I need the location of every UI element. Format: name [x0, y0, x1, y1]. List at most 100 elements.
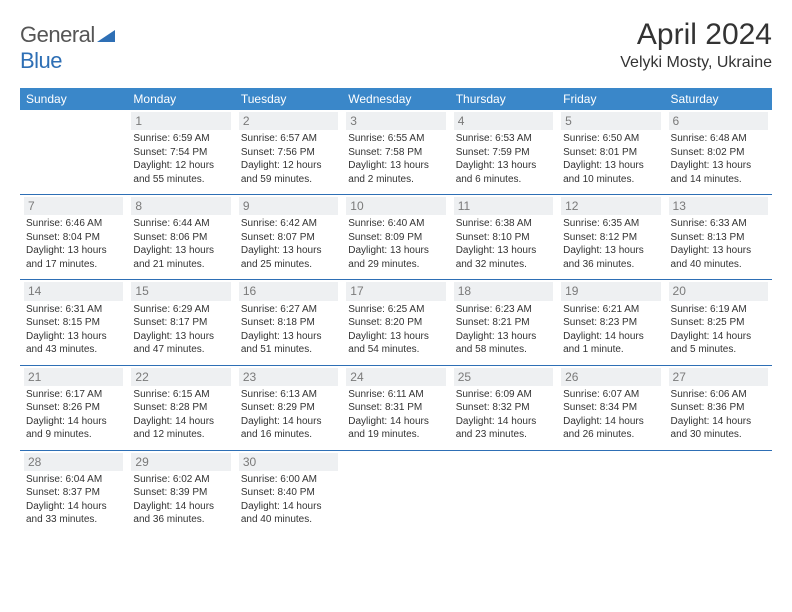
calendar-cell: 13 Sunrise: 6:33 AMSunset: 8:13 PMDayligh… [665, 195, 772, 280]
day-number: 1 [131, 112, 230, 130]
calendar-cell: 11Sunrise: 6:38 AMSunset: 8:10 PMDayligh… [450, 195, 557, 280]
day-details: Sunrise: 6:53 AMSunset: 7:59 PMDaylight:… [454, 132, 553, 186]
month-title: April 2024 [620, 18, 772, 52]
day-number: 22 [131, 368, 230, 386]
day-details: Sunrise: 6:48 AMSunset: 8:02 PMDaylight:… [669, 132, 768, 186]
calendar-cell: 26 Sunrise: 6:07 AMSunset: 8:34 PMDayligh… [557, 365, 664, 450]
logo: General Blue [20, 22, 115, 74]
day-details: Sunrise: 6:21 AMSunset: 8:23 PMDaylight:… [561, 303, 660, 357]
day-number: 26 [561, 368, 660, 386]
calendar-cell: 20Sunrise: 6:19 AMSunset: 8:25 PMDayligh… [665, 280, 772, 365]
day-details: Sunrise: 6:59 AMSunset: 7:54 PMDaylight:… [131, 132, 230, 186]
day-number: 17 [346, 282, 445, 300]
day-details: Sunrise: 6:42 AMSunset: 8:07 PMDaylight:… [239, 217, 338, 271]
calendar-cell: 16 Sunrise: 6:27 AMSunset: 8:18 PMDayligh… [235, 280, 342, 365]
day-details: Sunrise: 6:55 AMSunset: 7:58 PMDaylight:… [346, 132, 445, 186]
calendar-cell [557, 450, 664, 535]
day-details: Sunrise: 6:23 AMSunset: 8:21 PMDaylight:… [454, 303, 553, 357]
calendar-cell: 1 Sunrise: 6:59 AMSunset: 7:54 PMDaylight… [127, 110, 234, 195]
calendar-head: SundayMondayTuesdayWednesdayThursdayFrid… [20, 88, 772, 110]
day-header: Thursday [450, 88, 557, 110]
calendar-cell: 19 Sunrise: 6:21 AMSunset: 8:23 PMDayligh… [557, 280, 664, 365]
day-details: Sunrise: 6:25 AMSunset: 8:20 PMDaylight:… [346, 303, 445, 357]
day-details: Sunrise: 6:11 AMSunset: 8:31 PMDaylight:… [346, 388, 445, 442]
calendar-week: 21 Sunrise: 6:17 AMSunset: 8:26 PMDayligh… [20, 365, 772, 450]
calendar-week: 28 Sunrise: 6:04 AMSunset: 8:37 PMDayligh… [20, 450, 772, 535]
day-details: Sunrise: 6:04 AMSunset: 8:37 PMDaylight:… [24, 473, 123, 527]
calendar-cell: 14 Sunrise: 6:31 AMSunset: 8:15 PMDayligh… [20, 280, 127, 365]
calendar-cell: 4 Sunrise: 6:53 AMSunset: 7:59 PMDaylight… [450, 110, 557, 195]
day-number: 30 [239, 453, 338, 471]
day-details: Sunrise: 6:35 AMSunset: 8:12 PMDaylight:… [561, 217, 660, 271]
day-details: Sunrise: 6:31 AMSunset: 8:15 PMDaylight:… [24, 303, 123, 357]
day-header: Wednesday [342, 88, 449, 110]
day-details: Sunrise: 6:40 AMSunset: 8:09 PMDaylight:… [346, 217, 445, 271]
logo-text: General Blue [20, 22, 115, 74]
day-details: Sunrise: 6:15 AMSunset: 8:28 PMDaylight:… [131, 388, 230, 442]
day-number: 19 [561, 282, 660, 300]
calendar-cell: 2Sunrise: 6:57 AMSunset: 7:56 PMDaylight… [235, 110, 342, 195]
day-number: 27 [669, 368, 768, 386]
day-number: 4 [454, 112, 553, 130]
day-number: 28 [24, 453, 123, 471]
day-number: 13 [669, 197, 768, 215]
day-details: Sunrise: 6:46 AMSunset: 8:04 PMDaylight:… [24, 217, 123, 271]
calendar-cell: 27 Sunrise: 6:06 AMSunset: 8:36 PMDayligh… [665, 365, 772, 450]
calendar-cell: 29Sunrise: 6:02 AMSunset: 8:39 PMDayligh… [127, 450, 234, 535]
calendar-cell [665, 450, 772, 535]
day-header: Sunday [20, 88, 127, 110]
calendar-cell [450, 450, 557, 535]
calendar-cell: 18Sunrise: 6:23 AMSunset: 8:21 PMDayligh… [450, 280, 557, 365]
day-details: Sunrise: 6:00 AMSunset: 8:40 PMDaylight:… [239, 473, 338, 527]
calendar-week: 1 Sunrise: 6:59 AMSunset: 7:54 PMDaylight… [20, 110, 772, 195]
day-number: 16 [239, 282, 338, 300]
calendar-cell: 24 Sunrise: 6:11 AMSunset: 8:31 PMDayligh… [342, 365, 449, 450]
calendar-cell: 10 Sunrise: 6:40 AMSunset: 8:09 PMDayligh… [342, 195, 449, 280]
logo-word-1: General [20, 22, 95, 47]
logo-triangle-icon [97, 22, 115, 48]
calendar-cell: 21 Sunrise: 6:17 AMSunset: 8:26 PMDayligh… [20, 365, 127, 450]
calendar-cell: 3 Sunrise: 6:55 AMSunset: 7:58 PMDaylight… [342, 110, 449, 195]
day-number: 9 [239, 197, 338, 215]
day-details: Sunrise: 6:17 AMSunset: 8:26 PMDaylight:… [24, 388, 123, 442]
day-details: Sunrise: 6:33 AMSunset: 8:13 PMDaylight:… [669, 217, 768, 271]
calendar-cell: 9 Sunrise: 6:42 AMSunset: 8:07 PMDaylight… [235, 195, 342, 280]
day-number: 5 [561, 112, 660, 130]
calendar-body: 1 Sunrise: 6:59 AMSunset: 7:54 PMDaylight… [20, 110, 772, 535]
day-details: Sunrise: 6:07 AMSunset: 8:34 PMDaylight:… [561, 388, 660, 442]
day-number: 15 [131, 282, 230, 300]
location: Velyki Mosty, Ukraine [620, 54, 772, 72]
calendar-cell: 6Sunrise: 6:48 AMSunset: 8:02 PMDaylight… [665, 110, 772, 195]
day-number: 29 [131, 453, 230, 471]
title-block: April 2024 Velyki Mosty, Ukraine [620, 18, 772, 72]
calendar-cell: 15Sunrise: 6:29 AMSunset: 8:17 PMDayligh… [127, 280, 234, 365]
calendar-cell: 28 Sunrise: 6:04 AMSunset: 8:37 PMDayligh… [20, 450, 127, 535]
header: General Blue April 2024 Velyki Mosty, Uk… [20, 18, 772, 74]
day-number: 14 [24, 282, 123, 300]
day-number: 11 [454, 197, 553, 215]
calendar-cell: 8Sunrise: 6:44 AMSunset: 8:06 PMDaylight… [127, 195, 234, 280]
day-details: Sunrise: 6:27 AMSunset: 8:18 PMDaylight:… [239, 303, 338, 357]
day-number: 24 [346, 368, 445, 386]
day-number: 21 [24, 368, 123, 386]
calendar-cell: 23 Sunrise: 6:13 AMSunset: 8:29 PMDayligh… [235, 365, 342, 450]
calendar-cell [20, 110, 127, 195]
day-number: 3 [346, 112, 445, 130]
logo-word-2: Blue [20, 48, 62, 73]
day-number: 20 [669, 282, 768, 300]
calendar-table: SundayMondayTuesdayWednesdayThursdayFrid… [20, 88, 772, 535]
day-details: Sunrise: 6:09 AMSunset: 8:32 PMDaylight:… [454, 388, 553, 442]
day-number: 10 [346, 197, 445, 215]
day-details: Sunrise: 6:13 AMSunset: 8:29 PMDaylight:… [239, 388, 338, 442]
day-number: 12 [561, 197, 660, 215]
day-details: Sunrise: 6:57 AMSunset: 7:56 PMDaylight:… [239, 132, 338, 186]
day-details: Sunrise: 6:06 AMSunset: 8:36 PMDaylight:… [669, 388, 768, 442]
calendar-cell: 22 Sunrise: 6:15 AMSunset: 8:28 PMDayligh… [127, 365, 234, 450]
day-header: Friday [557, 88, 664, 110]
day-number: 23 [239, 368, 338, 386]
day-header: Tuesday [235, 88, 342, 110]
calendar-cell: 17 Sunrise: 6:25 AMSunset: 8:20 PMDayligh… [342, 280, 449, 365]
day-header: Saturday [665, 88, 772, 110]
calendar-cell: 30 Sunrise: 6:00 AMSunset: 8:40 PMDayligh… [235, 450, 342, 535]
calendar-week: 7Sunrise: 6:46 AMSunset: 8:04 PMDaylight… [20, 195, 772, 280]
